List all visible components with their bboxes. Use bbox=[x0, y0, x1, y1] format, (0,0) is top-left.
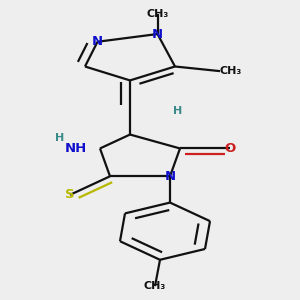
Text: H: H bbox=[56, 133, 64, 142]
Text: S: S bbox=[65, 188, 75, 201]
Text: CH₃: CH₃ bbox=[144, 281, 166, 291]
Text: CH₃: CH₃ bbox=[146, 9, 169, 19]
Text: CH₃: CH₃ bbox=[220, 66, 242, 76]
Text: H: H bbox=[173, 106, 182, 116]
Text: N: N bbox=[152, 28, 163, 40]
Text: N: N bbox=[92, 35, 103, 48]
Text: N: N bbox=[164, 170, 175, 183]
Text: NH: NH bbox=[65, 142, 88, 155]
Text: O: O bbox=[224, 142, 236, 155]
